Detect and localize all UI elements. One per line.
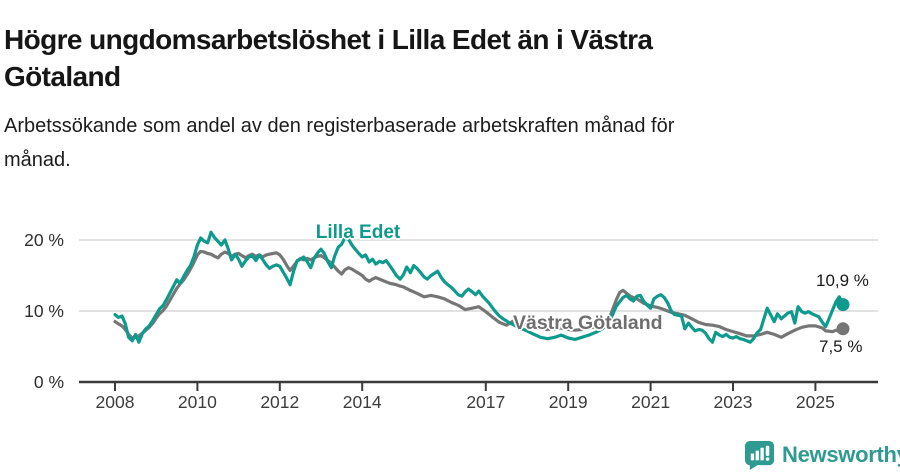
x-axis-tick-label: 2010 [177,392,217,412]
logo-bar-1 [750,453,755,461]
end-value-label-vastra-gotaland: 7,5 % [819,337,863,356]
page-title-line1: Högre ungdomsarbetslöshet i Lilla Edet ä… [4,23,653,55]
x-axis-tick-label: 2025 [795,392,835,412]
series-line-v-stra-g-taland [113,249,845,340]
series-label-lilla-edet: Lilla Edet [315,222,401,243]
newsworthy-brand-text[interactable]: Newsworthy [782,442,900,467]
x-axis-tick-label: 2019 [548,392,588,412]
newsworthy-attribution[interactable]: Newsworthy [744,440,900,470]
logo-exclamation-bar [765,445,770,456]
chart-subtitle-line2: månad. [4,149,71,171]
x-axis-tick-label: 2021 [631,392,671,412]
x-axis-tick-label: 2014 [342,392,382,412]
end-dot-v-stra-g-taland [836,322,850,336]
logo-bar-2 [755,450,759,461]
x-axis-tick-label: 2023 [713,392,753,412]
y-axis-tick-label: 0 % [33,372,64,392]
logo-bar-3 [760,447,764,461]
x-axis-tick-label: 2008 [95,392,135,412]
series-line-lilla-edet [113,230,845,344]
chart-subtitle-line1: Arbetssökande som andel av den registerb… [4,115,675,137]
y-axis-tick-label: 10 % [24,301,64,321]
chart-subtitle: Arbetssökande som andel av den registerb… [4,109,674,177]
newsworthy-logo-icon [744,440,775,470]
page-title-line2: Götaland [4,60,121,92]
logo-exclamation-dot [765,457,770,461]
y-axis-tick-label: 20 % [24,230,64,250]
x-axis-tick-label: 2012 [260,392,300,412]
end-dot-lilla-edet [836,298,850,312]
series-label-vastra-gotaland: Västra Götaland [513,312,663,334]
page-title: Högre ungdomsarbetslöshet i Lilla Edet ä… [4,21,653,95]
end-value-label-lilla-edet: 10,9 % [816,271,869,290]
x-axis-tick-label: 2017 [466,392,506,412]
